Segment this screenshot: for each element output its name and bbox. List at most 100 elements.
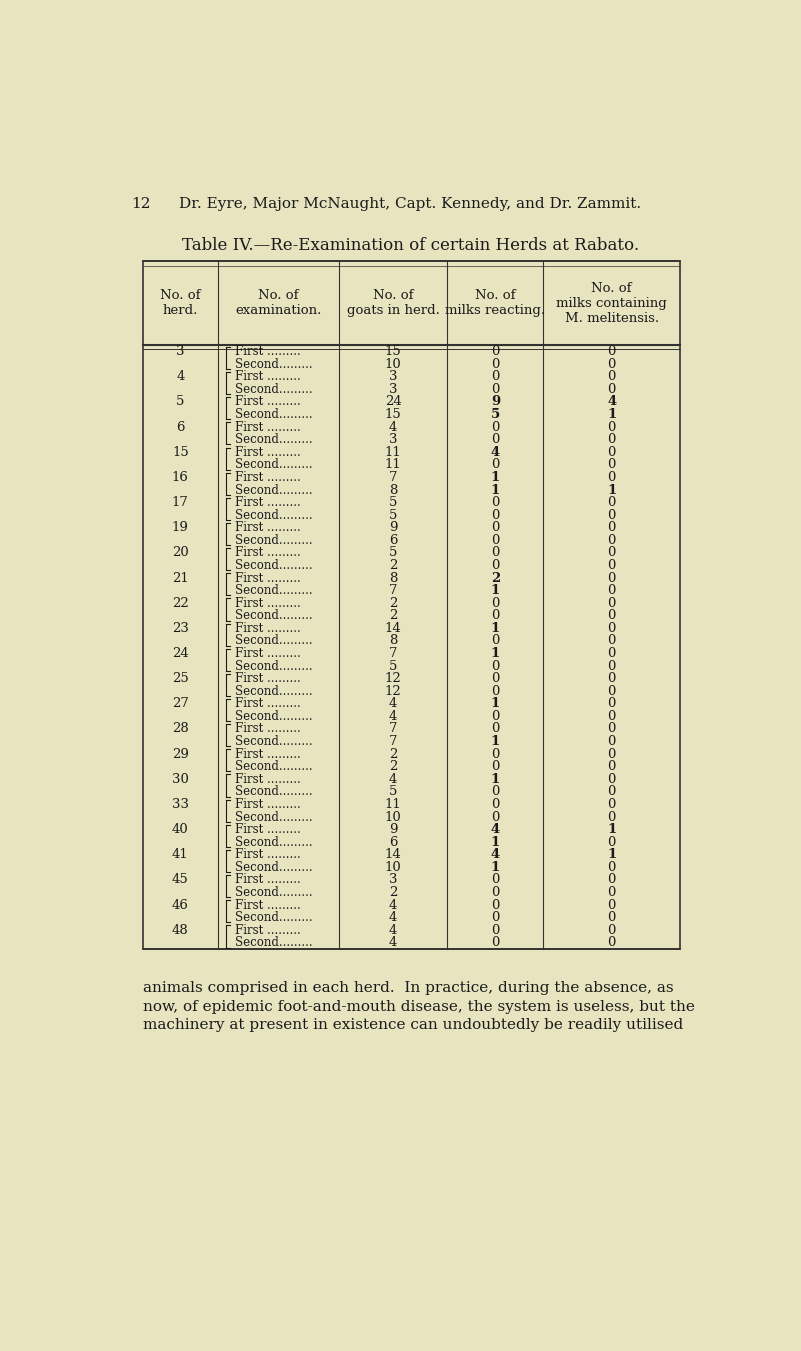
Text: 0: 0: [607, 761, 616, 773]
Text: 0: 0: [607, 521, 616, 534]
Text: First .........: First .........: [235, 420, 300, 434]
Text: 48: 48: [172, 924, 189, 936]
Text: 0: 0: [491, 685, 500, 697]
Text: First .........: First .........: [235, 848, 300, 861]
Text: 0: 0: [607, 458, 616, 471]
Text: 0: 0: [491, 609, 500, 623]
Text: 12: 12: [384, 685, 401, 697]
Text: 1: 1: [491, 647, 500, 661]
Text: 6: 6: [388, 836, 397, 848]
Text: 2: 2: [389, 597, 397, 609]
Text: 0: 0: [607, 345, 616, 358]
Text: 0: 0: [607, 911, 616, 924]
Text: 41: 41: [172, 848, 189, 861]
Text: 0: 0: [607, 559, 616, 571]
Text: 9: 9: [388, 823, 397, 836]
Text: Second.........: Second.........: [235, 785, 312, 798]
Text: 5: 5: [491, 408, 500, 422]
Text: First .........: First .........: [235, 898, 300, 912]
Text: 0: 0: [491, 534, 500, 547]
Text: 0: 0: [607, 697, 616, 711]
Text: No. of
goats in herd.: No. of goats in herd.: [347, 289, 440, 317]
Text: 4: 4: [491, 823, 500, 836]
Text: 0: 0: [491, 382, 500, 396]
Text: 0: 0: [491, 924, 500, 936]
Text: 2: 2: [389, 609, 397, 623]
Text: Second.........: Second.........: [235, 408, 312, 422]
Text: Second.........: Second.........: [235, 534, 312, 547]
Text: First .........: First .........: [235, 446, 300, 459]
Text: 1: 1: [491, 484, 500, 497]
Text: 0: 0: [607, 735, 616, 748]
Text: 0: 0: [607, 861, 616, 874]
Text: 30: 30: [172, 773, 189, 786]
Text: 9: 9: [491, 396, 500, 408]
Text: 2: 2: [389, 761, 397, 773]
Text: 4: 4: [389, 898, 397, 912]
Text: 0: 0: [607, 597, 616, 609]
Text: Second.........: Second.........: [235, 709, 312, 723]
Text: First .........: First .........: [235, 773, 300, 786]
Text: 10: 10: [384, 861, 401, 874]
Text: 8: 8: [389, 484, 397, 497]
Text: 3: 3: [388, 873, 397, 886]
Text: 10: 10: [384, 358, 401, 370]
Text: First .........: First .........: [235, 723, 300, 735]
Text: 0: 0: [491, 811, 500, 824]
Text: 28: 28: [172, 723, 189, 735]
Text: 5: 5: [389, 496, 397, 509]
Text: 6: 6: [388, 534, 397, 547]
Text: 0: 0: [607, 811, 616, 824]
Text: 0: 0: [491, 509, 500, 521]
Text: Second.........: Second.........: [235, 458, 312, 471]
Text: Second.........: Second.........: [235, 509, 312, 521]
Text: First .........: First .........: [235, 673, 300, 685]
Text: 2: 2: [389, 747, 397, 761]
Text: Second.........: Second.........: [235, 358, 312, 370]
Text: 0: 0: [607, 936, 616, 950]
Text: First .........: First .........: [235, 873, 300, 886]
Text: 11: 11: [384, 798, 401, 811]
Text: 15: 15: [172, 446, 189, 459]
Text: 4: 4: [176, 370, 184, 384]
Text: 0: 0: [607, 873, 616, 886]
Text: Second.........: Second.........: [235, 861, 312, 874]
Text: 3: 3: [388, 370, 397, 384]
Text: First .........: First .........: [235, 597, 300, 609]
Text: 4: 4: [389, 697, 397, 711]
Text: 0: 0: [491, 434, 500, 446]
Text: 0: 0: [607, 723, 616, 735]
Text: 21: 21: [172, 571, 189, 585]
Text: Second.........: Second.........: [235, 584, 312, 597]
Text: 10: 10: [384, 811, 401, 824]
Text: 11: 11: [384, 458, 401, 471]
Text: 2: 2: [491, 571, 500, 585]
Text: 0: 0: [607, 773, 616, 786]
Text: 20: 20: [172, 546, 189, 559]
Text: Table IV.—Re-Examination of certain Herds at Rabato.: Table IV.—Re-Examination of certain Herd…: [182, 236, 638, 254]
Text: 9: 9: [388, 521, 397, 534]
Text: First .........: First .........: [235, 370, 300, 384]
Text: No. of
milks reacting.: No. of milks reacting.: [445, 289, 545, 317]
Text: 1: 1: [491, 697, 500, 711]
Text: 1: 1: [491, 861, 500, 874]
Text: First .........: First .........: [235, 697, 300, 711]
Text: 7: 7: [388, 584, 397, 597]
Text: 0: 0: [607, 534, 616, 547]
Text: 8: 8: [389, 635, 397, 647]
Text: 0: 0: [607, 370, 616, 384]
Text: 0: 0: [607, 659, 616, 673]
Text: Second.........: Second.........: [235, 434, 312, 446]
Text: now, of epidemic foot-and-mouth disease, the system is useless, but the: now, of epidemic foot-and-mouth disease,…: [143, 1000, 694, 1013]
Text: 0: 0: [491, 723, 500, 735]
Text: First .........: First .........: [235, 798, 300, 811]
Text: 1: 1: [491, 735, 500, 748]
Text: Second.........: Second.........: [235, 382, 312, 396]
Text: 0: 0: [491, 747, 500, 761]
Text: 0: 0: [607, 382, 616, 396]
Text: 14: 14: [384, 621, 401, 635]
Text: First .........: First .........: [235, 521, 300, 534]
Text: Dr. Eyre, Major McNaught, Capt. Kennedy, and Dr. Zammit.: Dr. Eyre, Major McNaught, Capt. Kennedy,…: [179, 197, 641, 211]
Text: 3: 3: [388, 382, 397, 396]
Text: animals comprised in each herd.  In practice, during the absence, as: animals comprised in each herd. In pract…: [143, 981, 674, 996]
